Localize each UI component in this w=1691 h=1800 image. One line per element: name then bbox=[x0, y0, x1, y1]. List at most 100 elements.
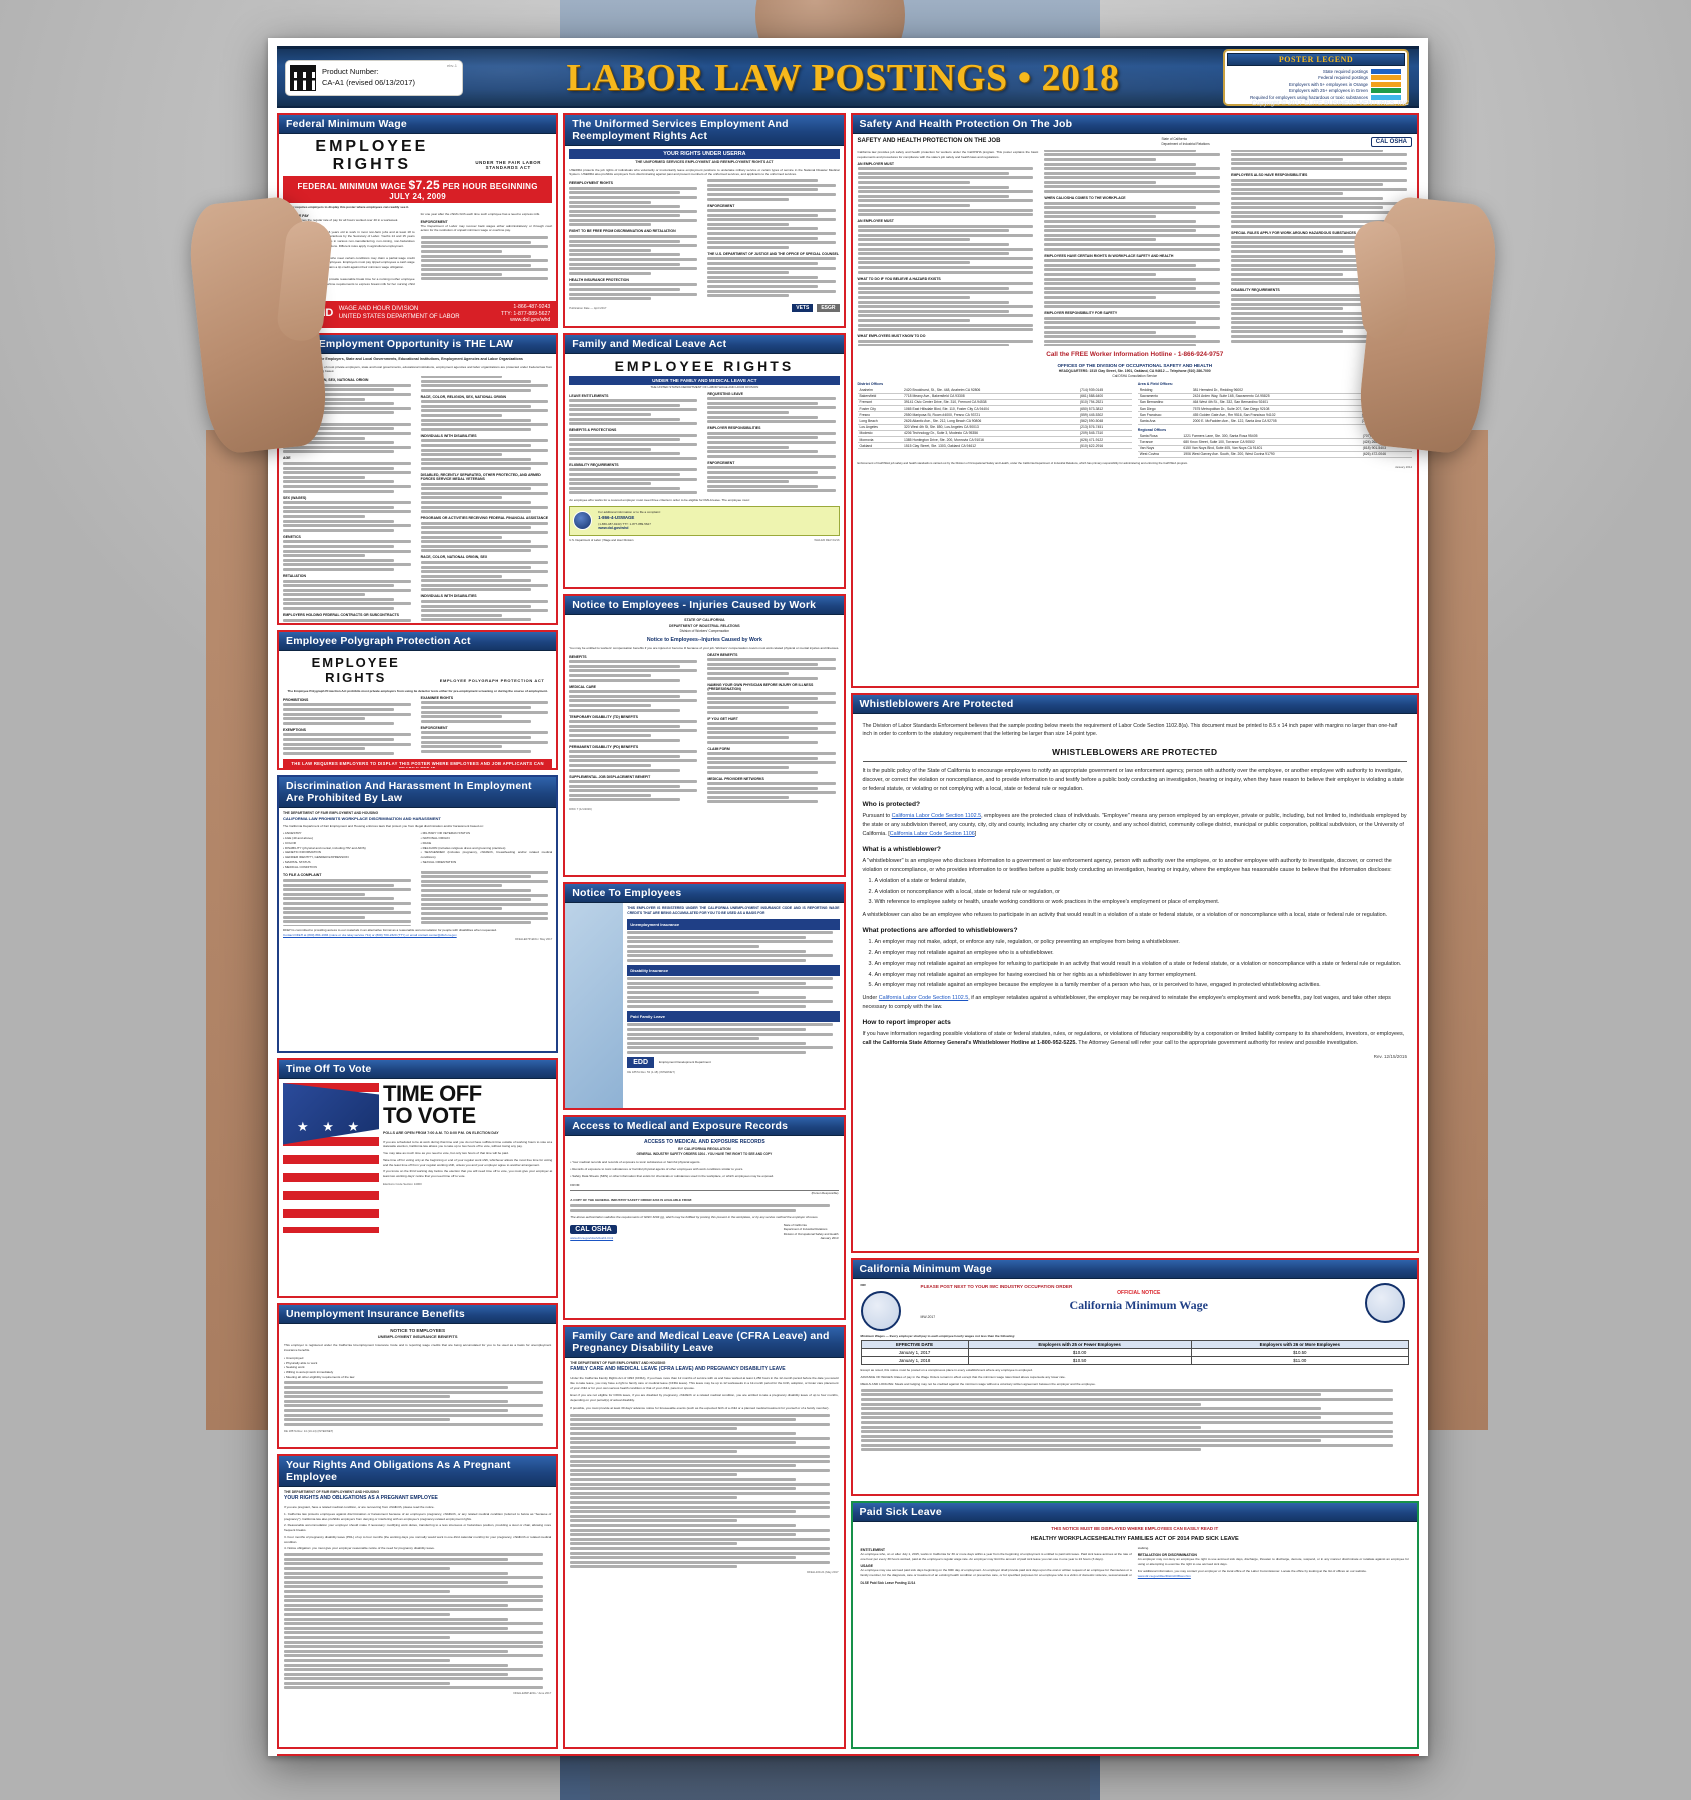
wb-a1-link[interactable]: California Labor Code Section 1102.5 bbox=[891, 813, 982, 820]
text-line bbox=[627, 949, 806, 953]
text-line bbox=[283, 623, 394, 625]
text-line bbox=[860, 1430, 1393, 1434]
text-line bbox=[1231, 201, 1407, 205]
inj-section: Permanent Disability (PD) Benefits bbox=[569, 745, 701, 772]
panel-head-unemployment: Unemployment Insurance Benefits bbox=[279, 1305, 557, 1324]
text-line bbox=[569, 708, 681, 712]
text-line bbox=[569, 253, 681, 257]
inj-form: DWC 7 (1/1/2016) bbox=[569, 807, 592, 812]
text-line bbox=[420, 893, 549, 897]
legend-label: Employers with 25+ employees in Green bbox=[1289, 88, 1368, 93]
text-line bbox=[707, 475, 836, 479]
text-line bbox=[283, 554, 365, 558]
legend-swatch bbox=[1371, 81, 1401, 87]
micro-heading: Employers Holding Federal Contracts or S… bbox=[283, 613, 400, 618]
table-cell: San Diego bbox=[1137, 405, 1191, 413]
wb-q3: What protections are afforded to whistle… bbox=[862, 926, 1018, 934]
text-line bbox=[1231, 224, 1407, 228]
text-line bbox=[283, 402, 394, 406]
sh-section: AN EMPLOYEE MUST bbox=[857, 219, 1039, 274]
text-line bbox=[707, 227, 819, 231]
table-cell: 7575 Metropolitan Dr., Suite 207, San Di… bbox=[1190, 405, 1360, 413]
list-item: An employer may not retaliate against an… bbox=[875, 960, 1408, 969]
text-line bbox=[627, 944, 759, 948]
text-line bbox=[284, 1658, 450, 1662]
fmw-wage-label: FEDERAL MINIMUM WAGE bbox=[297, 182, 406, 191]
ui-title: NOTICE TO EMPLOYEES bbox=[390, 1328, 446, 1333]
text-line bbox=[284, 1635, 450, 1639]
panel-access-records: Access to Medical and Exposure Records A… bbox=[563, 1115, 846, 1320]
wb-a1: Pursuant to California Labor Code Sectio… bbox=[863, 812, 1408, 838]
disc-basis: • AGE (40 and above) bbox=[283, 836, 313, 841]
camw-notes: Except as noted, this notice must be pos… bbox=[861, 1368, 1410, 1386]
amr-title: ACCESS TO MEDICAL AND EXPOSURE RECORDS bbox=[643, 1139, 765, 1145]
camw-table-headers: EFFECTIVE DATE Employers with 25 or Fewer… bbox=[860, 1340, 1410, 1350]
micro-heading: WHAT EMPLOYEES MUST KNOW TO DO bbox=[857, 334, 926, 339]
micro-text: The FLSA requires employers to provide r… bbox=[283, 211, 541, 286]
text-line bbox=[707, 213, 819, 217]
text-line bbox=[420, 268, 549, 272]
text-line bbox=[283, 501, 411, 505]
text-line bbox=[1231, 153, 1407, 157]
text-line bbox=[569, 738, 681, 742]
camw-seal-label: DIR bbox=[860, 1283, 866, 1287]
table-cell: 2424 Arden Way, Suite 165, Sacramento CA… bbox=[1190, 393, 1360, 400]
text-line bbox=[569, 750, 698, 754]
amr-subtitle: BY CALIFORNIA REGULATION bbox=[678, 1146, 731, 1151]
text-line bbox=[857, 339, 1033, 343]
text-line bbox=[570, 1432, 796, 1436]
micro-heading: WHAT TO DO IF YOU BELIEVE A HAZARD EXIST… bbox=[857, 276, 941, 281]
text-line bbox=[1231, 321, 1384, 325]
micro-heading: EXAMINEE RIGHTS bbox=[420, 695, 454, 700]
eeo-section: Programs or Activities Receiving Federal… bbox=[420, 516, 553, 553]
text-line bbox=[857, 252, 1010, 256]
wb-a1-link2[interactable]: California Labor Code Section 1106 bbox=[889, 830, 975, 837]
panel-head-time-off-to-vote: Time Off To Vote bbox=[279, 1060, 557, 1079]
eeo-section: INDIVIDUALS WITH DISABILITIES bbox=[420, 434, 553, 471]
ne-sub-title: Disability Insurance bbox=[627, 964, 840, 976]
text-line bbox=[857, 323, 1033, 327]
ne-subsection: Disability Insurance bbox=[627, 964, 840, 1008]
disc-contact: DFEH is committed to providing access to… bbox=[283, 927, 497, 932]
legend-swatch bbox=[1371, 68, 1401, 74]
text-line bbox=[1231, 167, 1407, 171]
text-line bbox=[707, 209, 836, 213]
wb-a1-end: ] bbox=[974, 830, 977, 837]
wb-a4-bold: call the California State Attorney Gener… bbox=[862, 1040, 1077, 1047]
text-line bbox=[420, 500, 532, 504]
text-line bbox=[569, 482, 652, 486]
text-line bbox=[570, 1505, 831, 1509]
text-line bbox=[857, 291, 1033, 295]
text-line bbox=[569, 733, 652, 737]
userra-section: REEMPLOYMENT RIGHTS bbox=[569, 181, 701, 227]
text-line bbox=[857, 318, 970, 322]
panel-head-paid-sick-leave: Paid Sick Leave bbox=[852, 1503, 1417, 1522]
amr-footer-text: The above authorization satisfies the re… bbox=[570, 1214, 819, 1219]
table-cell: 2420 Brookhurst, St., Ste. 448, Anaheim … bbox=[901, 387, 1078, 394]
text-line bbox=[627, 958, 806, 962]
table-cell: (559) 445-5302 bbox=[1077, 411, 1132, 419]
table-cell: 381 Hemsted Dr., Redding 96002 bbox=[1190, 387, 1360, 394]
text-line bbox=[1044, 335, 1197, 339]
text-line bbox=[1231, 268, 1407, 272]
wb-a3-tail-link[interactable]: California Labor Code Section 1102.5 bbox=[878, 995, 969, 1002]
text-line bbox=[860, 1388, 1393, 1392]
table-cell: Oakland bbox=[857, 442, 902, 450]
text-line bbox=[1231, 240, 1384, 244]
text-line bbox=[284, 1599, 544, 1603]
panel-paid-sick-leave: Paid Sick Leave THIS NOTICE MUST BE DISP… bbox=[850, 1501, 1419, 1749]
ui-filler bbox=[284, 1381, 551, 1426]
ne-subsection: Paid Family Leave bbox=[627, 1010, 840, 1054]
cfra-footer: DFEH-100-21 (May 2017 bbox=[807, 1569, 839, 1574]
panel-head-userra: The Uniformed Services Employment And Re… bbox=[565, 115, 844, 146]
text-line bbox=[570, 1556, 796, 1560]
text-line bbox=[569, 191, 681, 195]
text-line bbox=[627, 1023, 834, 1027]
psl-entitlement: An employee who, on or after July 1, 201… bbox=[860, 1552, 1132, 1562]
micro-heading: EMPLOYEES HAVE CERTAIN RIGHTS IN WORKPLA… bbox=[1044, 253, 1174, 258]
psl-title: HEALTHY WORKPLACES/HEALTHY FAMILIES ACT … bbox=[1030, 1535, 1239, 1542]
text-line bbox=[420, 583, 549, 587]
legend-label: State required postings bbox=[1322, 68, 1368, 74]
fmla-section: ELIGIBILITY REQUIREMENTS bbox=[569, 463, 701, 495]
text-line bbox=[1044, 176, 1220, 180]
